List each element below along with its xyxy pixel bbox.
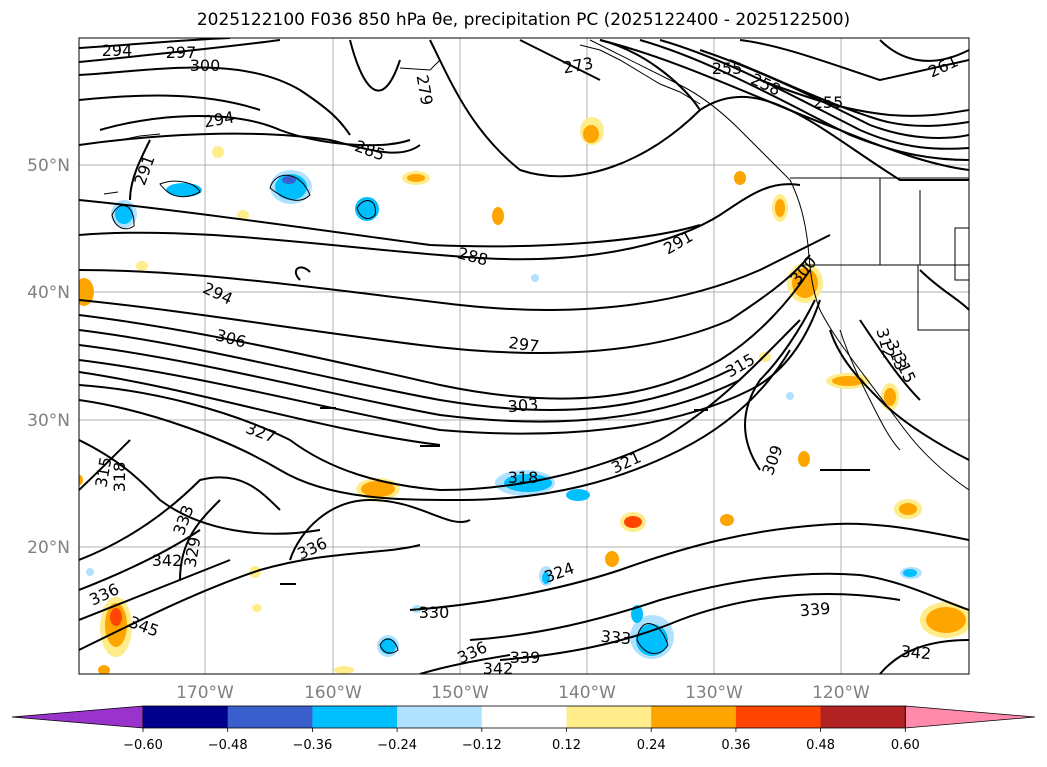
contour-label: 294	[102, 41, 133, 60]
lon-label: 160°W	[304, 683, 362, 703]
colorbar-segment	[143, 706, 229, 728]
colorbar-segment	[397, 706, 483, 728]
colorbar-tick-label: 0.48	[806, 738, 835, 753]
colorbar-tick-label: 0.12	[552, 738, 581, 753]
lat-label: 40°N	[27, 283, 70, 303]
contour-label: 255	[813, 93, 844, 112]
colorbar-tick-label: −0.60	[123, 738, 163, 753]
colorbar-segment	[227, 706, 313, 728]
contour-label: 333	[600, 627, 632, 649]
contour-label: 297	[166, 43, 197, 62]
lon-label: 150°W	[431, 683, 489, 703]
coastlines	[103, 39, 969, 491]
precip-shading	[79, 117, 969, 674]
colorbar-tick-label: 0.36	[721, 738, 750, 753]
lat-label: 50°N	[27, 156, 70, 176]
contour-label: 342	[483, 659, 514, 678]
lat-label: 30°N	[27, 411, 70, 431]
colorbar-outline	[142, 705, 906, 729]
theta-e-contours	[79, 38, 969, 674]
graticule	[79, 38, 969, 674]
lon-label: 120°W	[812, 683, 870, 703]
contour-label: 339	[799, 599, 831, 621]
colorbar-tick-label: −0.24	[377, 738, 417, 753]
colorbar-segment	[481, 706, 567, 728]
latitude-labels: 50°N 40°N 30°N 20°N	[27, 156, 70, 558]
contour-label: 255	[712, 59, 743, 78]
colorbar-tick-label: −0.12	[462, 738, 502, 753]
lon-label: 140°W	[558, 683, 616, 703]
colorbar-segment	[651, 706, 737, 728]
colorbar-segment	[566, 706, 652, 728]
contour-label: 339	[510, 648, 541, 667]
colorbar-tick-label: −0.36	[292, 738, 332, 753]
contour-label: 342	[152, 551, 183, 570]
contour-label: 318	[110, 462, 129, 493]
colorbar: −0.60 −0.48 −0.36 −0.24 −0.12 0.12 0.24 0.36 0.4…	[11, 705, 1036, 753]
contour-label: 303	[507, 395, 539, 417]
colorbar-tick-label: −0.48	[208, 738, 248, 753]
contour-label: 300	[190, 56, 221, 75]
map-frame	[78, 37, 970, 675]
contour-label: 330	[419, 603, 450, 622]
lon-label: 130°W	[685, 683, 743, 703]
colorbar-tick-label: 0.60	[891, 738, 920, 753]
colorbar-extend-low	[11, 705, 144, 729]
colorbar-segment	[312, 706, 398, 728]
longitude-labels: 170°W 160°W 150°W 140°W 130°W 120°W	[176, 683, 870, 703]
lat-label: 20°N	[27, 538, 70, 558]
colorbar-tick-label: 0.24	[637, 738, 666, 753]
colorbar-segment	[820, 706, 906, 728]
colorbar-segment	[735, 706, 822, 728]
lon-label: 170°W	[176, 683, 234, 703]
chart-title: 2025122100 F036 850 hPa θe, precipitatio…	[196, 10, 851, 30]
contour-label: 297	[507, 333, 540, 356]
contour-label: 318	[508, 468, 539, 487]
contour-label: 342	[900, 642, 932, 664]
colorbar-extend-high	[904, 705, 1036, 729]
